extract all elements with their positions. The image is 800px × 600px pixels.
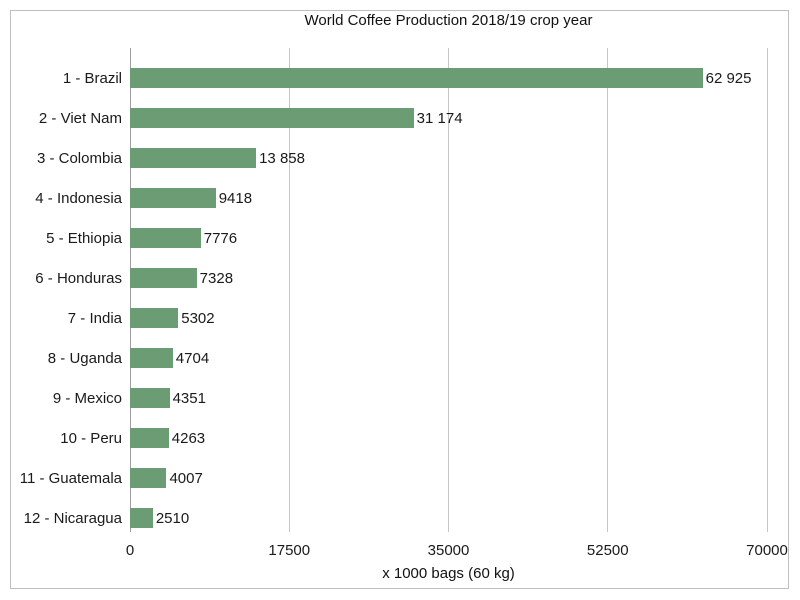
bar-row: 7776 [130, 218, 767, 258]
category-label: 2 - Viet Nam [38, 109, 122, 127]
category-label: 4 - Indonesia [35, 189, 122, 207]
plot-area [129, 48, 768, 532]
value-label: 4263 [171, 429, 206, 447]
category-label: 10 - Peru [60, 429, 122, 447]
category-axis-line [129, 48, 131, 532]
value-label: 2510 [155, 509, 190, 527]
bar [130, 508, 153, 528]
category-axis: 1 - Brazil 2 - Viet Nam 3 - Colombia 4 - In… [11, 58, 122, 538]
bar [130, 348, 173, 368]
value-label: 9418 [218, 189, 253, 207]
bar [130, 268, 197, 288]
category-label: 3 - Colombia [36, 149, 122, 167]
bar-row: 4351 [130, 378, 767, 418]
x-tick-label: 0 [125, 542, 135, 559]
bar-row: 4263 [130, 418, 767, 458]
chart-title: World Coffee Production 2018/19 crop yea… [304, 12, 593, 29]
x-tick-label: 17500 [268, 542, 311, 559]
bar [130, 308, 179, 328]
value-label: 7328 [199, 269, 234, 287]
bar [130, 148, 257, 168]
gridline [607, 48, 609, 532]
value-label: 4704 [175, 349, 210, 367]
value-label: 4351 [172, 389, 206, 407]
bar [130, 188, 216, 208]
category-label: 1 - Brazil [62, 69, 122, 87]
chart-border [10, 10, 789, 589]
gridline [448, 48, 449, 532]
category-label: 5 - Ethiopia [46, 229, 122, 247]
bar [130, 228, 201, 248]
bar-row: 9418 [130, 178, 767, 218]
x-tick-label: 35000 [427, 542, 470, 559]
bar-row: 62 925 [130, 58, 767, 98]
x-axis-title: x 1000 bags (60 kg) [382, 565, 515, 582]
gridline [288, 48, 290, 532]
category-label: 7 - India [67, 309, 122, 327]
gridline [766, 48, 768, 532]
bar-row: 4704 [130, 338, 767, 378]
bar-row: 31 174 [130, 98, 767, 138]
bar [130, 68, 703, 88]
category-label: 8 - Uganda [47, 349, 122, 367]
x-tick-label: 52500 [586, 542, 629, 559]
category-label: 11 - Guatemala [19, 469, 122, 487]
x-tick-label: 70000 [746, 542, 788, 559]
value-label: 4007 [169, 469, 203, 487]
value-label: 31 174 [416, 109, 463, 127]
bar [130, 468, 167, 488]
bar [130, 108, 414, 128]
bar-row: 13 858 [130, 138, 767, 178]
bar-row: 2510 [130, 498, 767, 538]
value-label: 62 925 [705, 69, 752, 87]
bar-row: 7328 [130, 258, 767, 298]
bar [130, 428, 169, 448]
value-label: 5302 [181, 309, 215, 327]
bar-row: 4007 [130, 458, 767, 498]
bar-series: 62 925 31 174 13 858 9418 7776 7328 5302 4704 43… [130, 58, 767, 538]
category-label: 9 - Mexico [52, 389, 122, 407]
bar-row: 5302 [130, 298, 767, 338]
bar [130, 388, 170, 408]
category-label: 6 - Honduras [35, 269, 122, 287]
value-label: 13 858 [259, 149, 305, 167]
category-label: 12 - Nicaragua [23, 509, 122, 527]
value-label: 7776 [203, 229, 238, 247]
